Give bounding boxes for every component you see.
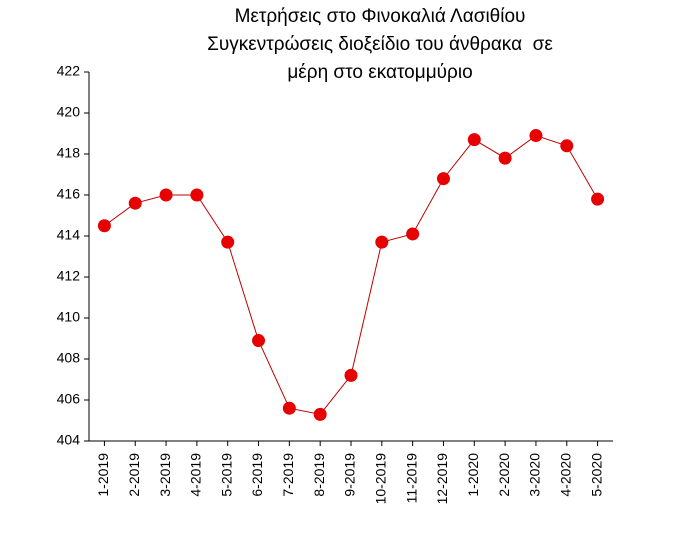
- chart-title: Συγκεντρώσεις διοξείδιο του άνθρακα σε: [207, 34, 553, 55]
- data-point: [436, 172, 450, 186]
- x-tick-label: 3-2020: [527, 453, 543, 497]
- data-point: [97, 219, 111, 233]
- y-tick-label: 408: [57, 350, 81, 366]
- y-tick-label: 404: [57, 432, 81, 448]
- x-tick-label: 5-2020: [588, 453, 604, 497]
- x-tick-label: 8-2019: [311, 453, 327, 497]
- data-point: [344, 368, 358, 382]
- x-tick-label: 9-2019: [342, 453, 358, 497]
- y-tick-label: 422: [57, 63, 81, 79]
- y-tick-label: 416: [57, 186, 81, 202]
- y-tick-label: 418: [57, 145, 81, 161]
- data-point: [252, 334, 266, 348]
- x-tick-label: 2-2020: [496, 453, 512, 497]
- x-tick-label: 1-2020: [465, 453, 481, 497]
- x-tick-label: 11-2019: [403, 453, 419, 504]
- x-tick-label: 2-2019: [126, 453, 142, 497]
- y-tick-label: 406: [57, 391, 81, 407]
- data-point: [406, 227, 420, 241]
- y-tick-label: 410: [57, 309, 81, 325]
- y-tick-label: 420: [57, 104, 81, 120]
- x-tick-label: 1-2019: [95, 453, 111, 497]
- data-point: [313, 407, 327, 421]
- y-tick-label: 412: [57, 268, 81, 284]
- x-tick-label: 4-2020: [557, 453, 573, 497]
- x-tick-label: 5-2019: [218, 453, 234, 497]
- data-point: [498, 151, 512, 165]
- data-point: [221, 235, 235, 249]
- data-point: [591, 192, 605, 206]
- data-point: [128, 196, 142, 210]
- data-point: [282, 401, 296, 415]
- x-tick-label: 4-2019: [188, 453, 204, 497]
- chart-title: μέρη στο εκατομμύριο: [287, 62, 472, 83]
- x-tick-label: 7-2019: [280, 453, 296, 497]
- data-point: [529, 129, 543, 143]
- data-point: [467, 133, 481, 147]
- data-point: [560, 139, 574, 153]
- chart-title: Μετρήσεις στο Φινοκαλιά Λασιθίου: [235, 6, 526, 27]
- x-tick-label: 6-2019: [249, 453, 265, 497]
- x-tick-label: 10-2019: [373, 453, 389, 505]
- x-tick-label: 12-2019: [434, 453, 450, 505]
- data-point: [190, 188, 204, 202]
- data-point: [159, 188, 173, 202]
- x-tick-label: 3-2019: [157, 453, 173, 497]
- y-tick-label: 414: [57, 227, 81, 243]
- data-point: [375, 235, 389, 249]
